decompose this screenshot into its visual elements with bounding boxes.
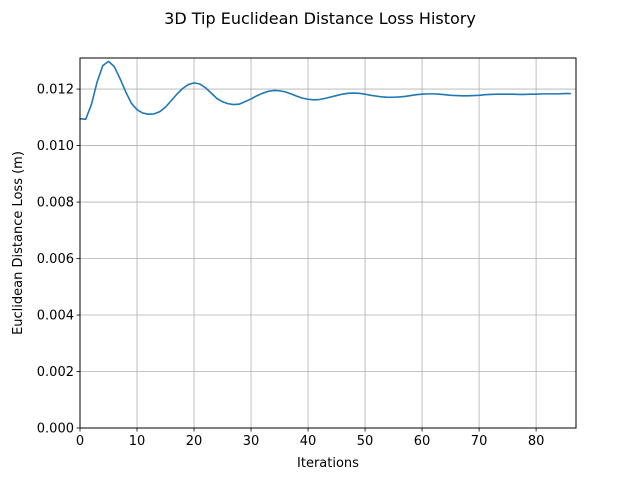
x-tick-label: 20 [186, 434, 203, 449]
x-tick-label: 70 [471, 434, 488, 449]
y-tick-label: 0.006 [37, 252, 74, 267]
x-axis-label: Iterations [297, 456, 359, 471]
x-tick-label: 0 [76, 434, 84, 449]
x-axis: 0 10 20 30 40 50 60 70 80 [76, 428, 545, 449]
x-tick-label: 60 [414, 434, 431, 449]
series-layer [79, 60, 572, 121]
y-tick-label: 0.002 [37, 365, 74, 380]
series-line-0 [79, 60, 572, 121]
x-tick-label: 30 [243, 434, 260, 449]
y-axis-label: Euclidean Distance Loss (m) [11, 151, 26, 335]
x-tick-label: 40 [300, 434, 317, 449]
x-tick-label: 10 [129, 434, 146, 449]
chart-title: 3D Tip Euclidean Distance Loss History [164, 9, 476, 28]
y-tick-label: 0.012 [37, 83, 74, 98]
plot-frame [79, 57, 577, 429]
grid-lines [79, 58, 576, 429]
y-tick-label: 0.010 [37, 139, 74, 154]
y-tick-label: 0.000 [37, 422, 74, 437]
x-tick-label: 50 [357, 434, 374, 449]
y-tick-label: 0.008 [37, 196, 74, 211]
y-tick-label: 0.004 [37, 309, 74, 324]
y-axis: 0.000 0.002 0.004 0.006 0.008 0.010 0.012 [37, 83, 80, 437]
x-tick-label: 80 [528, 434, 545, 449]
